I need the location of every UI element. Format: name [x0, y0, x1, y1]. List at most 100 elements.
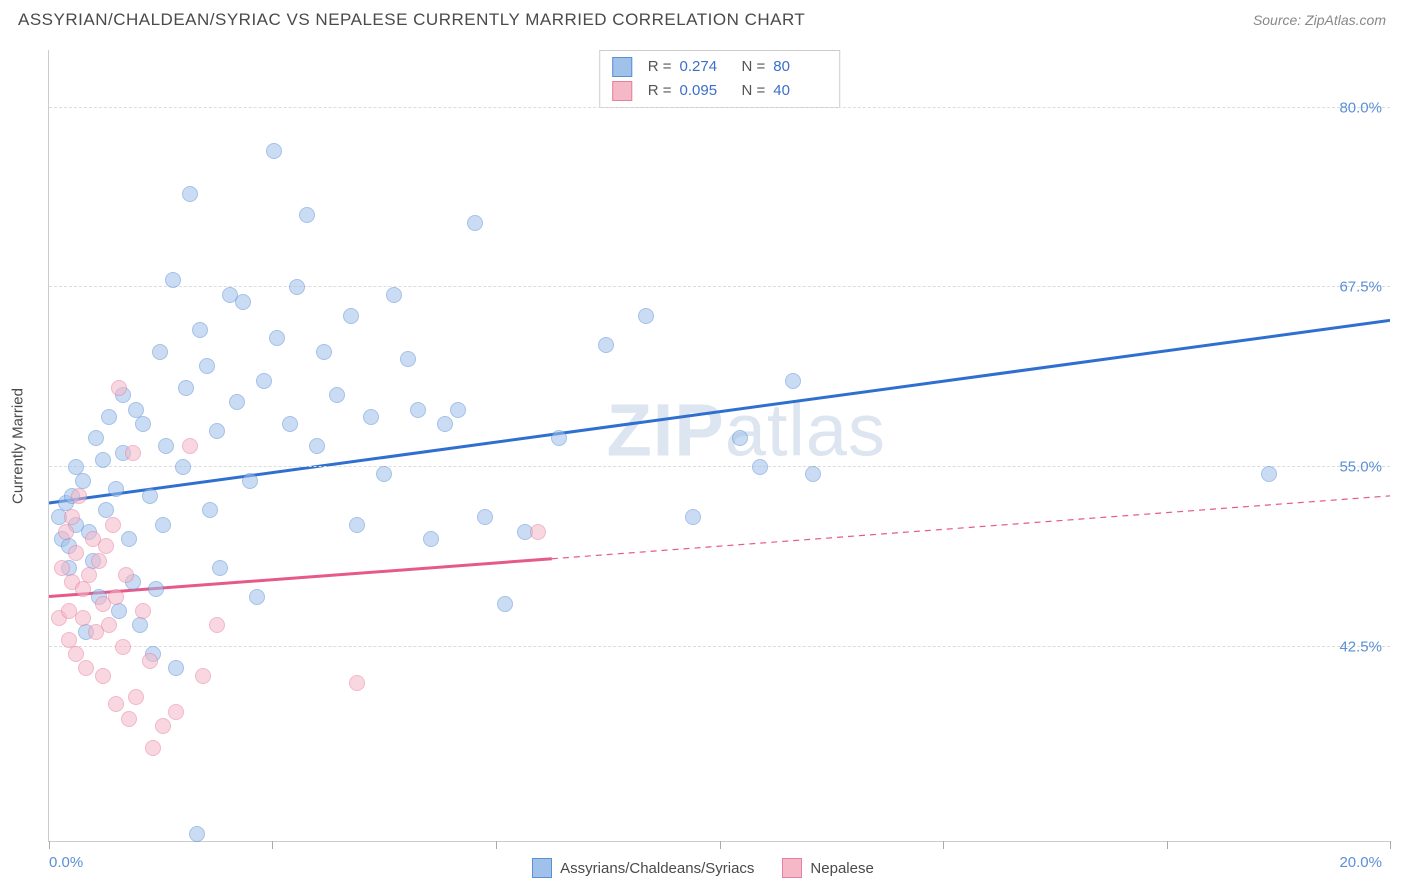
- scatter-point: [638, 308, 654, 324]
- scatter-point: [121, 711, 137, 727]
- scatter-point: [121, 531, 137, 547]
- scatter-point: [101, 409, 117, 425]
- scatter-point: [145, 740, 161, 756]
- stat-label-r: R =: [648, 55, 672, 79]
- legend-item: Assyrians/Chaldeans/Syriacs: [532, 858, 754, 878]
- scatter-point: [256, 373, 272, 389]
- scatter-point: [98, 538, 114, 554]
- scatter-point: [132, 617, 148, 633]
- scatter-point: [68, 545, 84, 561]
- y-axis-label: Currently Married: [10, 388, 27, 504]
- legend-swatch: [612, 57, 632, 77]
- gridline: [49, 107, 1390, 108]
- scatter-point: [95, 668, 111, 684]
- y-tick-label: 67.5%: [1339, 279, 1382, 296]
- scatter-point: [199, 358, 215, 374]
- scatter-point: [269, 330, 285, 346]
- scatter-point: [386, 287, 402, 303]
- stat-label-n: N =: [742, 55, 766, 79]
- chart-area: Currently Married ZIPatlas R =0.274N =80…: [48, 50, 1390, 842]
- legend-swatch: [612, 81, 632, 101]
- y-tick-label: 42.5%: [1339, 638, 1382, 655]
- gridline: [49, 466, 1390, 467]
- scatter-point: [423, 531, 439, 547]
- gridline: [49, 286, 1390, 287]
- scatter-point: [316, 344, 332, 360]
- x-tick: [49, 841, 50, 849]
- scatter-point: [155, 718, 171, 734]
- scatter-point: [235, 294, 251, 310]
- legend-item: Nepalese: [782, 858, 873, 878]
- stat-value-n: 40: [773, 79, 817, 103]
- scatter-point: [410, 402, 426, 418]
- gridline: [49, 646, 1390, 647]
- scatter-point: [209, 423, 225, 439]
- scatter-point: [477, 509, 493, 525]
- chart-title: ASSYRIAN/CHALDEAN/SYRIAC VS NEPALESE CUR…: [18, 10, 805, 30]
- stat-value-r: 0.095: [680, 79, 724, 103]
- scatter-point: [128, 689, 144, 705]
- scatter-point: [111, 603, 127, 619]
- scatter-point: [249, 589, 265, 605]
- scatter-point: [95, 452, 111, 468]
- scatter-point: [363, 409, 379, 425]
- scatter-point: [88, 430, 104, 446]
- x-tick: [943, 841, 944, 849]
- scatter-point: [168, 704, 184, 720]
- scatter-point: [376, 466, 392, 482]
- y-tick-label: 80.0%: [1339, 99, 1382, 116]
- x-tick: [1167, 841, 1168, 849]
- scatter-point: [805, 466, 821, 482]
- scatter-point: [182, 438, 198, 454]
- scatter-point: [178, 380, 194, 396]
- scatter-point: [299, 207, 315, 223]
- stats-legend-box: R =0.274N =80R =0.095N =40: [599, 50, 841, 108]
- scatter-point: [108, 589, 124, 605]
- scatter-point: [598, 337, 614, 353]
- scatter-point: [785, 373, 801, 389]
- scatter-point: [467, 215, 483, 231]
- stats-row: R =0.095N =40: [612, 79, 828, 103]
- stat-value-n: 80: [773, 55, 817, 79]
- scatter-point: [115, 639, 131, 655]
- scatter-point: [54, 560, 70, 576]
- scatter-point: [329, 387, 345, 403]
- scatter-point: [175, 459, 191, 475]
- scatter-point: [732, 430, 748, 446]
- scatter-point: [309, 438, 325, 454]
- legend-swatch: [782, 858, 802, 878]
- scatter-point: [81, 567, 97, 583]
- scatter-point: [189, 826, 205, 842]
- x-tick: [272, 841, 273, 849]
- scatter-point: [152, 344, 168, 360]
- scatter-point: [118, 567, 134, 583]
- scatter-point: [752, 459, 768, 475]
- stat-label-n: N =: [742, 79, 766, 103]
- scatter-point: [158, 438, 174, 454]
- scatter-point: [165, 272, 181, 288]
- scatter-point: [437, 416, 453, 432]
- scatter-point: [497, 596, 513, 612]
- scatter-point: [168, 660, 184, 676]
- scatter-point: [266, 143, 282, 159]
- scatter-point: [135, 603, 151, 619]
- scatter-point: [282, 416, 298, 432]
- legend-swatch: [532, 858, 552, 878]
- legend-label: Assyrians/Chaldeans/Syriacs: [560, 860, 754, 877]
- scatter-point: [101, 617, 117, 633]
- scatter-point: [142, 653, 158, 669]
- stat-value-r: 0.274: [680, 55, 724, 79]
- scatter-point: [1261, 466, 1277, 482]
- chart-source: Source: ZipAtlas.com: [1253, 12, 1386, 28]
- scatter-point: [450, 402, 466, 418]
- scatter-point: [148, 581, 164, 597]
- scatter-point: [125, 445, 141, 461]
- scatter-point: [78, 660, 94, 676]
- bottom-legend: Assyrians/Chaldeans/Syriacs Nepalese: [0, 858, 1406, 882]
- scatter-point: [551, 430, 567, 446]
- x-tick: [720, 841, 721, 849]
- trend-lines: [49, 50, 1390, 841]
- watermark: ZIPatlas: [607, 387, 886, 472]
- scatter-point: [135, 416, 151, 432]
- scatter-point: [64, 509, 80, 525]
